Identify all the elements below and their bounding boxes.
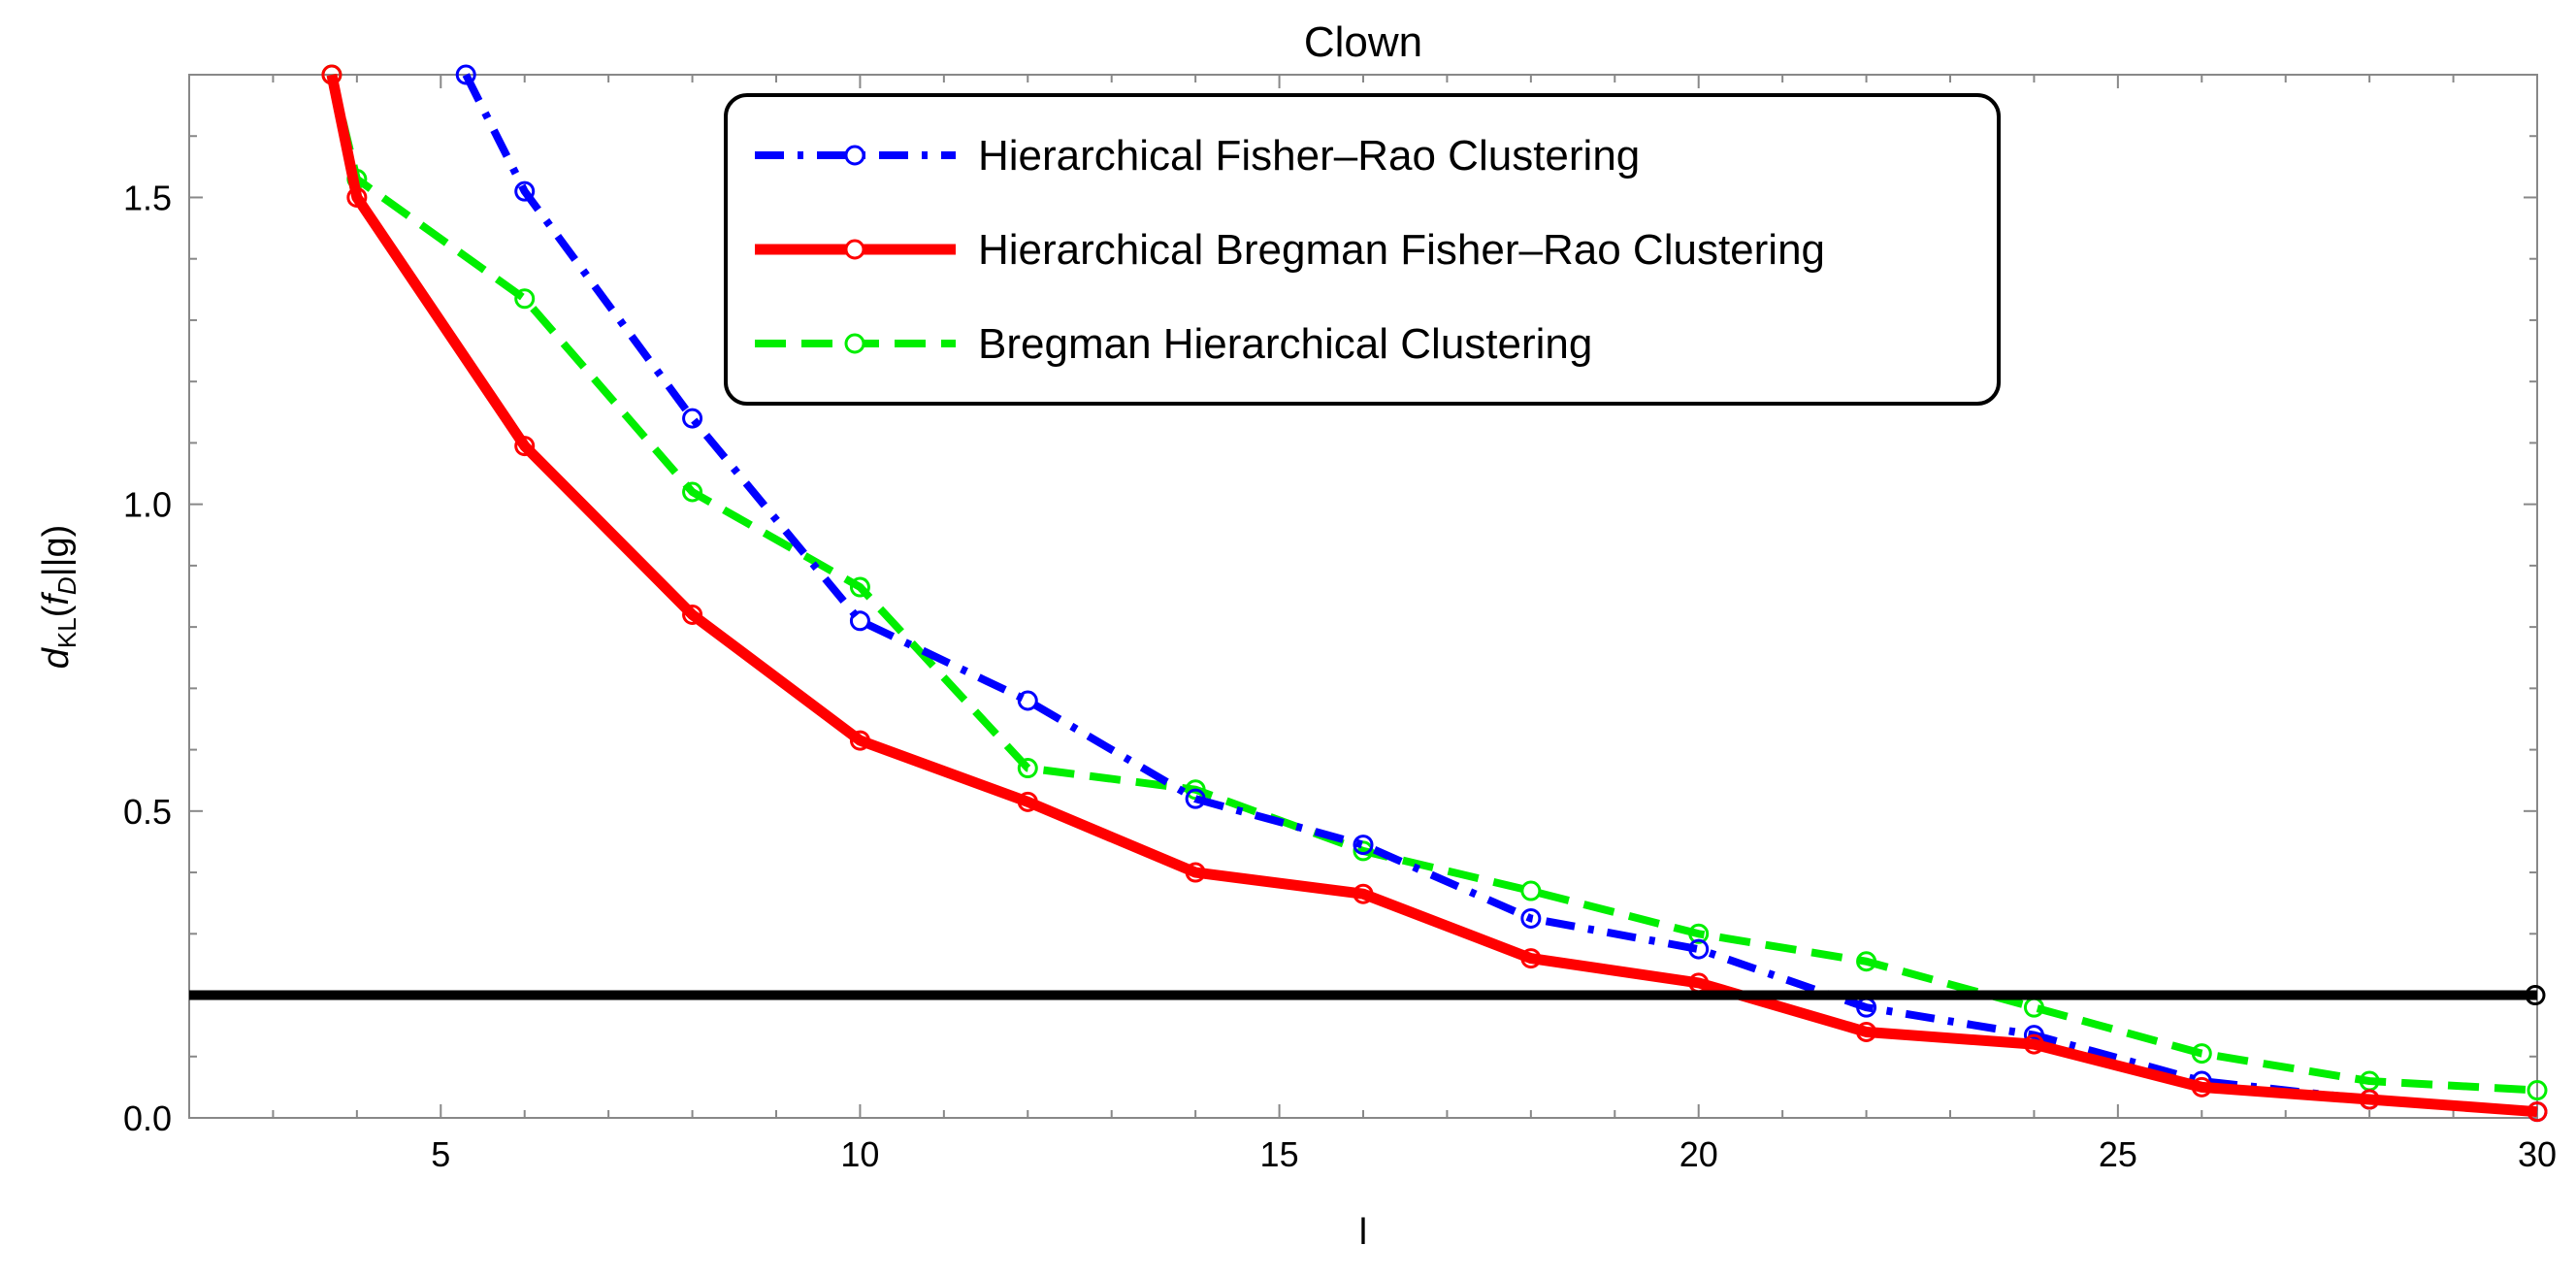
data-point — [455, 64, 476, 85]
data-point — [1856, 1021, 1877, 1042]
y-label-f: f — [36, 592, 77, 606]
data-point — [514, 288, 536, 310]
data-point — [1185, 779, 1206, 801]
series-bregman-fisher-rao — [321, 64, 2548, 1123]
legend-label: Hierarchical Fisher–Rao Clustering — [978, 132, 1640, 180]
y-label-open: ( — [36, 605, 77, 617]
legend-item-fisher-rao: Hierarchical Fisher–Rao Clustering — [755, 132, 1640, 180]
data-point — [849, 610, 870, 632]
data-point — [1185, 862, 1206, 883]
data-point — [1353, 840, 1374, 862]
data-point — [1353, 883, 1374, 904]
legend-marker — [844, 333, 865, 354]
y-tick-label: 0.5 — [123, 792, 172, 832]
y-label-sub-d: D — [52, 576, 82, 595]
y-label-rest: ||g) — [36, 525, 77, 577]
x-tick-label: 15 — [1260, 1134, 1299, 1174]
data-point — [1017, 758, 1038, 779]
legend-item-bregman-fisher-rao: Hierarchical Bregman Fisher–Rao Clusteri… — [755, 226, 1825, 274]
data-point — [2359, 1089, 2380, 1110]
data-point — [2023, 1033, 2044, 1055]
x-tick-label: 30 — [2518, 1134, 2557, 1174]
legend-marker — [844, 239, 865, 260]
legend-marker — [844, 145, 865, 166]
data-point — [1520, 907, 1542, 929]
series-line — [328, 74, 2538, 1095]
data-point — [1353, 835, 1374, 856]
data-point — [1520, 880, 1542, 901]
data-point — [1688, 923, 1710, 944]
y-tick-label: 1.0 — [123, 485, 172, 525]
data-point — [1017, 690, 1038, 711]
data-point — [1017, 791, 1038, 812]
y-tick-label: 1.5 — [123, 178, 172, 217]
x-tick-label: 10 — [840, 1134, 879, 1174]
data-point — [1185, 788, 1206, 809]
chart-title: Clown — [1304, 18, 1422, 66]
data-point — [849, 730, 870, 751]
axis-tick-labels: 5 10 15 20 25 30 0.0 0.5 1.0 1.5 — [123, 178, 2557, 1174]
data-point — [2527, 1080, 2548, 1101]
data-point — [346, 186, 368, 208]
legend-label: Bregman Hierarchical Clustering — [978, 320, 1592, 368]
data-point — [1856, 951, 1877, 972]
threshold-marker — [2525, 985, 2546, 1006]
data-point — [682, 408, 703, 429]
data-point — [2191, 1043, 2212, 1065]
series-line — [326, 73, 2538, 1118]
data-point — [2191, 1076, 2212, 1098]
axis-ticks — [188, 74, 2538, 1119]
x-tick-label: 25 — [2099, 1134, 2137, 1174]
y-label-sub-kl: KL — [52, 617, 82, 648]
series-layer — [321, 64, 2548, 1123]
x-axis-label: l — [1359, 1212, 1367, 1253]
data-point — [1520, 948, 1542, 969]
data-point — [2527, 1101, 2548, 1123]
legend: Hierarchical Fisher–Rao Clustering Hierar… — [724, 93, 2001, 406]
legend-box — [724, 93, 2001, 406]
data-point — [849, 576, 870, 598]
data-point — [514, 436, 536, 457]
data-point — [682, 481, 703, 503]
data-point — [682, 604, 703, 625]
data-point — [321, 64, 342, 85]
data-point — [514, 180, 536, 202]
legend-label: Hierarchical Bregman Fisher–Rao Clusteri… — [978, 226, 1825, 274]
x-tick-label: 20 — [1679, 1134, 1718, 1174]
data-point — [1688, 938, 1710, 960]
y-axis-label: dKL(fD||g) — [36, 525, 82, 669]
y-label-d: d — [36, 646, 77, 669]
threshold-layer — [189, 985, 2546, 1006]
x-tick-label: 5 — [431, 1134, 450, 1174]
y-tick-label: 0.0 — [123, 1098, 172, 1138]
series-line — [462, 73, 2538, 1116]
legend-item-bregman: Bregman Hierarchical Clustering — [755, 320, 1592, 368]
